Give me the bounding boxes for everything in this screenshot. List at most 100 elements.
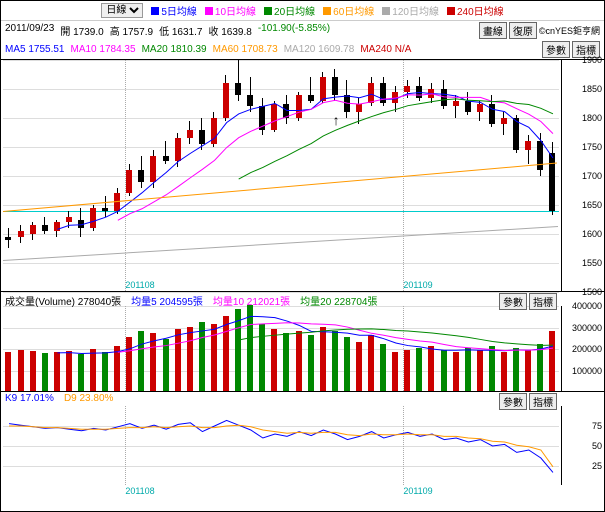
volume-bar [332, 331, 338, 391]
restore-button[interactable]: 復原 [509, 22, 537, 39]
candle [477, 104, 483, 113]
volume-bar [356, 342, 362, 391]
candle [54, 222, 60, 231]
candle [332, 77, 338, 94]
volume-bar [90, 349, 96, 391]
candle [223, 83, 229, 118]
change: -101.90(-5.85%) [258, 23, 330, 38]
candle [199, 130, 205, 145]
volume-panel: 成交量(Volume) 278040張 均量5 204595張均量10 2120… [1, 291, 604, 391]
volume-bar [199, 322, 205, 391]
volume-bar [247, 305, 253, 391]
copyright: ©cnYES鉅亨網 [539, 24, 600, 37]
volume-bar [78, 354, 84, 391]
candle [525, 141, 531, 150]
candle [18, 231, 24, 237]
price-panel: 201108201109↑ 15001550160016501700175018… [1, 59, 604, 291]
candle [259, 106, 265, 129]
candle [187, 130, 193, 139]
candle [66, 217, 72, 223]
candle [126, 170, 132, 193]
candle [320, 77, 326, 100]
candle [441, 89, 447, 106]
candle [296, 95, 302, 118]
volume-bar [428, 346, 434, 391]
volume-bar [187, 327, 193, 392]
volume-bar [114, 346, 120, 391]
volume-bar [501, 352, 507, 391]
volume-bar [223, 316, 229, 391]
kd-panel: K9 17.01% D9 23.80% 參數 指標 255075 2011082… [1, 391, 604, 497]
kd-indicator-button[interactable]: 指標 [529, 393, 557, 410]
candle [513, 118, 519, 150]
candle [90, 208, 96, 228]
draw-button[interactable]: 畫線 [479, 22, 507, 39]
volume-bar [489, 346, 495, 391]
candle [283, 104, 289, 119]
volume-bar [441, 350, 447, 391]
volume-bar [283, 333, 289, 391]
volume-bar [380, 344, 386, 391]
candle [271, 104, 277, 130]
candle [30, 225, 36, 234]
volume-bar [549, 331, 555, 391]
candle [175, 138, 181, 161]
ohlc-header: 2011/09/23 開 1739.0 高 1757.9 低 1631.7 收 … [1, 21, 604, 40]
param-button[interactable]: 參數 [542, 41, 570, 58]
volume-bar [416, 348, 422, 391]
volume-bar [235, 309, 241, 391]
candle [465, 101, 471, 113]
vol-indicator-button[interactable]: 指標 [529, 293, 557, 310]
volume-bar [150, 333, 156, 391]
volume-bar [308, 335, 314, 391]
volume-bar [296, 331, 302, 391]
candle [453, 101, 459, 107]
candle [163, 156, 169, 162]
volume-bar [513, 348, 519, 391]
volume-bar [66, 351, 72, 391]
candle [428, 89, 434, 98]
volume-bar [344, 337, 350, 391]
candle [42, 225, 48, 231]
candle [308, 95, 314, 101]
volume-bar [537, 344, 543, 391]
volume-bar [126, 337, 132, 391]
volume-bar [453, 352, 459, 391]
candle [392, 92, 398, 104]
candle [489, 104, 495, 124]
volume-bar [138, 331, 144, 391]
volume-bar [320, 327, 326, 392]
volume-bar [404, 350, 410, 391]
candle [5, 237, 11, 240]
candle [102, 208, 108, 211]
candle [235, 83, 241, 95]
volume-bar [259, 324, 265, 391]
kd-param-button[interactable]: 參數 [499, 393, 527, 410]
volume-bar [211, 324, 217, 391]
candle [404, 86, 410, 92]
candle [537, 141, 543, 170]
volume-bar [5, 352, 11, 391]
arrow-marker: ↑ [333, 112, 340, 128]
candle [416, 86, 422, 98]
volume-bar [477, 350, 483, 391]
candle [78, 220, 84, 229]
candle [356, 104, 362, 113]
candle [247, 95, 253, 107]
volume-bar [175, 329, 181, 391]
ma-row: MA5 1755.51MA10 1784.35MA20 1810.39MA60 … [1, 40, 604, 59]
candle [380, 83, 386, 103]
vol-param-button[interactable]: 參數 [499, 293, 527, 310]
volume-bar [368, 335, 374, 391]
volume-bar [525, 350, 531, 391]
candle [368, 83, 374, 103]
volume-bar [392, 352, 398, 391]
candle [501, 118, 507, 124]
volume-bar [271, 329, 277, 391]
candle [150, 156, 156, 182]
volume-bar [30, 351, 36, 391]
date: 2011/09/23 [5, 23, 54, 38]
timeframe-select[interactable]: 日線 [101, 3, 143, 18]
volume-bar [102, 352, 108, 391]
candle [211, 118, 217, 144]
